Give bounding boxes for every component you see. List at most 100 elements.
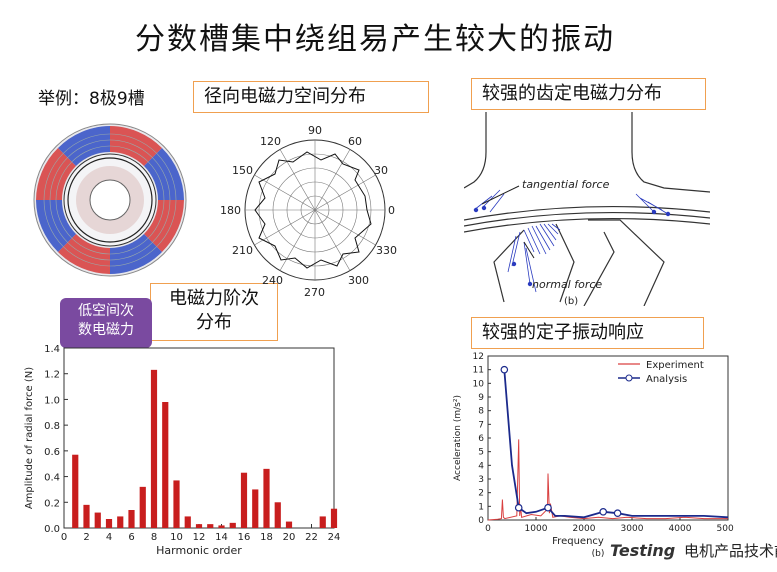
- watermark-sub: 电机产品技术前哨: [683, 542, 777, 560]
- analysis-marker: [599, 508, 608, 516]
- analysis-marker: [500, 365, 509, 374]
- bar-xtick-label: 12: [193, 532, 206, 543]
- polar-label-300: 300: [348, 274, 369, 287]
- callout-line2: 数电磁力: [78, 322, 134, 338]
- line-ytick-label: 11: [473, 366, 484, 376]
- bar-xtick-label: 20: [283, 532, 296, 543]
- bar-xtick-label: 18: [260, 532, 273, 543]
- polar-label-240: 240: [262, 274, 283, 287]
- order-caption-line1: 电磁力阶次: [169, 288, 259, 309]
- bar-harmonic-2: [83, 504, 90, 528]
- line-xlabel: Frequency: [552, 536, 604, 547]
- bar-xtick-label: 2: [83, 532, 89, 543]
- polar-label-270: 270: [304, 286, 325, 299]
- watermark: Testing 电机产品技术前哨: [610, 540, 777, 561]
- radial-force-caption-text: 径向电磁力空间分布: [204, 86, 366, 107]
- bar-harmonic-15: [229, 522, 236, 528]
- bar-harmonic-14: [218, 525, 225, 528]
- bar-ytick-label: 0.8: [44, 421, 60, 432]
- tooth-force-caption-text: 较强的齿定电磁力分布: [482, 83, 662, 104]
- vibration-response-chart: 0123456789101112010002000300040005000Exp…: [453, 352, 734, 559]
- bar-ytick-label: 1.0: [44, 395, 60, 406]
- bar-xtick-label: 0: [61, 532, 67, 543]
- example-label: 举例：8极9槽: [38, 89, 145, 109]
- bar-harmonic-18: [263, 468, 270, 528]
- polar-label-330: 330: [376, 244, 397, 257]
- bar-harmonic-23: [319, 516, 326, 528]
- line-xtick-label: 2000: [573, 524, 596, 534]
- bar-xtick-label: 16: [238, 532, 251, 543]
- series-line-analysis: [503, 369, 729, 519]
- polar-label-90: 90: [308, 124, 322, 137]
- bar-harmonic-20: [285, 521, 293, 528]
- line-ytick-label: 12: [473, 352, 484, 362]
- order-caption-line2: 分布: [196, 312, 232, 333]
- polar-force-curve: [254, 151, 372, 269]
- line-ytick-label: 10: [473, 379, 485, 389]
- bar-xtick-label: 8: [151, 532, 157, 543]
- bar-harmonic-19: [274, 502, 281, 528]
- bar-ytick-label: 1.4: [44, 344, 60, 355]
- line-ytick-label: 6: [478, 434, 484, 444]
- bar-xtick-label: 14: [215, 532, 228, 543]
- legend-label-experiment: Experiment: [646, 360, 704, 371]
- polar-label-120: 120: [260, 135, 281, 148]
- line-ytick-label: 4: [478, 461, 484, 471]
- legend-marker-analysis: [625, 374, 633, 382]
- slide-title: 分数槽集中绕组易产生较大的振动: [135, 22, 615, 57]
- bar-ytick-label: 1.2: [44, 370, 60, 381]
- tangential-force-label: tangential force: [522, 178, 610, 191]
- line-ylabel: Acceleration (m/s²): [453, 395, 463, 481]
- bar-ytick-label: 0.6: [44, 447, 60, 458]
- line-xtick-label: 4000: [669, 524, 692, 534]
- motor-cross-section: [33, 123, 187, 277]
- callout-line1: 低空间次: [78, 303, 134, 319]
- bar-xtick-label: 6: [128, 532, 134, 543]
- line-ytick-label: 7: [478, 420, 484, 430]
- polar-label-30: 30: [374, 164, 388, 177]
- analysis-marker: [544, 503, 552, 512]
- bar-harmonic-1: [72, 454, 79, 528]
- bar-harmonic-5: [117, 516, 124, 528]
- bar-ytick-label: 0.4: [44, 473, 60, 484]
- bar-harmonic-6: [128, 510, 135, 528]
- bar-harmonic-16: [240, 472, 248, 528]
- bar-xtick-label: 10: [170, 532, 183, 543]
- line-xtick-label: 3000: [621, 524, 644, 534]
- polar-label-0: 0: [388, 204, 395, 217]
- tooth-force-caption: 较强的齿定电磁力分布: [471, 78, 706, 110]
- normal-force-label: normal force: [532, 278, 602, 291]
- bar-xlabel: Harmonic order: [156, 544, 242, 557]
- polar-label-180: 180: [220, 204, 241, 217]
- bar-harmonic-12: [195, 524, 203, 528]
- bar-harmonic-9: [162, 402, 169, 528]
- line-ytick-label: 8: [478, 407, 484, 417]
- legend-label-analysis: Analysis: [646, 374, 687, 385]
- line-ytick-label: 2: [478, 489, 484, 499]
- bar-harmonic-17: [252, 489, 259, 528]
- bar-harmonic-7: [139, 486, 146, 528]
- line-plot-frame: [487, 355, 729, 521]
- line-xtick-label: 1000: [525, 524, 548, 534]
- bar-harmonic-24: [330, 508, 338, 528]
- polar-plot: 90 60 30 0 330 300 270 240 210 180 150 1…: [220, 124, 397, 299]
- line-xtick-label: 5000: [717, 524, 734, 534]
- radial-force-caption: 径向电磁力空间分布: [193, 81, 429, 113]
- polar-label-60: 60: [348, 135, 362, 148]
- low-order-callout: 低空间次 数电磁力: [60, 298, 152, 348]
- bar-harmonic-8: [150, 369, 158, 528]
- order-caption: 电磁力阶次 分布: [150, 283, 278, 341]
- harmonic-bar-chart: 0.0 0.2 0.4 0.6 0.8 1.0 1.2 1.4 0 2 4 6 8 10 12 14 16 18 2…: [24, 344, 340, 557]
- bar-ytick-label: 0.0: [44, 524, 60, 535]
- bar-harmonic-4: [105, 519, 113, 528]
- tooth-fig-label: (b): [564, 296, 578, 306]
- bar-ytick-label: 0.2: [44, 498, 60, 509]
- response-caption-text: 较强的定子振动响应: [482, 322, 644, 343]
- polar-label-210: 210: [232, 244, 253, 257]
- polar-label-150: 150: [232, 164, 253, 177]
- bar-xtick-label: 4: [106, 532, 112, 543]
- bar-ylabel: Amplitude of radial force (N): [24, 367, 35, 509]
- line-ytick-label: 5: [478, 448, 484, 458]
- line-ytick-label: 9: [478, 393, 484, 403]
- bar-harmonic-3: [94, 512, 101, 528]
